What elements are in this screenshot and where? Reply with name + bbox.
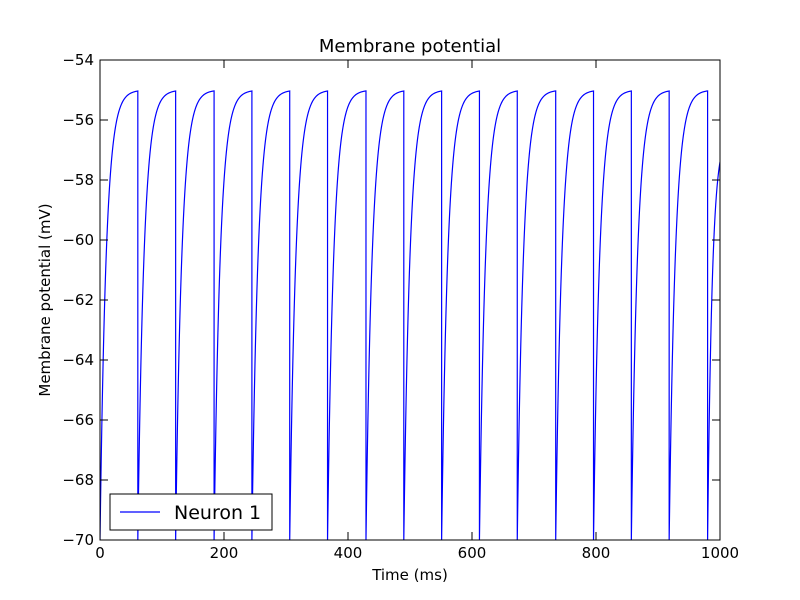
series-line-neuron-1 <box>100 90 720 540</box>
y-tick-label: −68 <box>62 471 94 489</box>
y-tick-label: −54 <box>62 51 94 69</box>
x-tick-label: 600 <box>458 544 487 562</box>
y-tick-label: −64 <box>62 351 94 369</box>
x-tick-label: 200 <box>210 544 239 562</box>
plot-frame <box>99 59 721 541</box>
chart-title: Membrane potential <box>319 36 501 57</box>
x-tick-label: 1000 <box>701 544 739 562</box>
x-tick-label: 0 <box>95 544 105 562</box>
y-tick-label: −62 <box>62 291 94 309</box>
x-axis-label: Time (ms) <box>371 566 448 584</box>
y-tick-label: −66 <box>62 411 94 429</box>
y-tick-label: −58 <box>62 171 94 189</box>
legend: Neuron 1 <box>109 493 273 531</box>
y-axis-label: Membrane potential (mV) <box>36 203 54 396</box>
x-tick-label: 800 <box>582 544 611 562</box>
y-tick-label: −70 <box>62 531 94 549</box>
y-tick-label: −60 <box>62 231 94 249</box>
y-tick-label: −56 <box>62 111 94 129</box>
plot-area <box>100 90 720 540</box>
axis-ticks: 0 200 400 600 800 1000 −70 −68 −66 −64 −62 −60 −58 −5… <box>62 51 739 562</box>
legend-label-neuron-1: Neuron 1 <box>174 502 261 524</box>
x-tick-label: 400 <box>334 544 363 562</box>
